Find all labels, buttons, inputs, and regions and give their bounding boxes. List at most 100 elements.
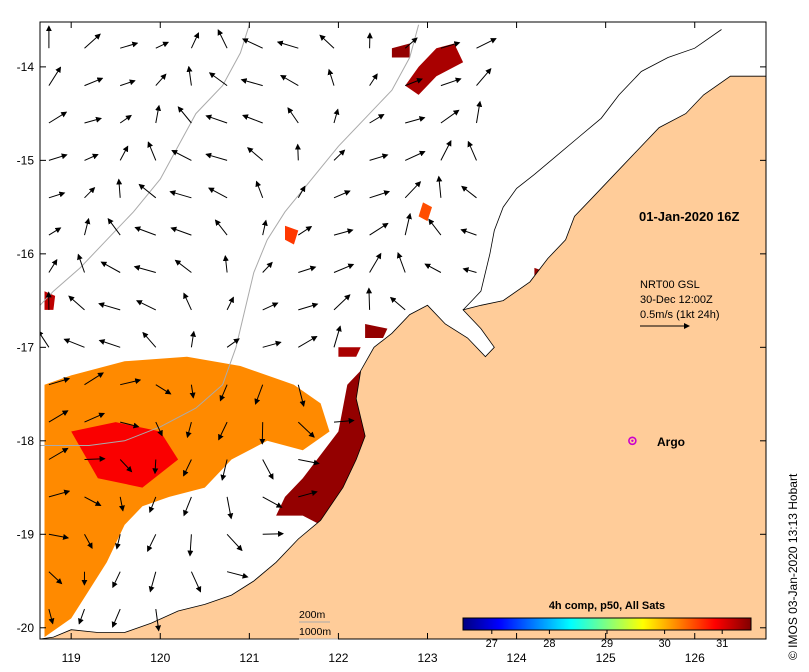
current-arrow-128 (48, 447, 69, 460)
current-arrow-52 (48, 191, 66, 199)
current-arrow-71 (261, 219, 268, 236)
current-time-label: 30-Dec 12:00Z (640, 294, 713, 306)
sst-patch-11 (338, 347, 361, 357)
isobath-1000m-line (40, 24, 250, 306)
isobath-200m-label: 200m (299, 609, 326, 621)
current-arrow-155 (190, 571, 202, 593)
current-arrow-93 (98, 302, 121, 311)
current-arrow-122 (155, 421, 163, 437)
current-arrow-51 (467, 140, 477, 161)
current-arrow-8 (319, 34, 335, 49)
current-arrow-96 (226, 296, 234, 311)
current-arrow-42 (147, 141, 157, 161)
current-arrow-70 (214, 219, 228, 236)
current-arrow-47 (333, 149, 346, 161)
copyright-label: © IMOS 03-Jan-2020 13:13 Hobart (786, 473, 800, 660)
current-arrow-149 (226, 533, 243, 552)
lat-tick-label-2: -16 (17, 247, 35, 261)
colorbar-ticks: 27 28 29 30 31 (486, 630, 728, 650)
current-arrow-117 (254, 384, 264, 405)
current-arrow-16 (155, 73, 167, 86)
current-arrow-13 (48, 66, 62, 86)
current-arrow-63 (436, 175, 443, 198)
current-arrow-5 (217, 29, 228, 49)
current-arrow-53 (84, 186, 96, 199)
current-arrow-106 (190, 330, 197, 348)
colorbar (462, 617, 752, 631)
current-arrow-92 (68, 295, 85, 311)
current-arrow-21 (327, 68, 335, 86)
lat-tick-label-4: -18 (17, 434, 35, 448)
current-arrow-67 (107, 217, 121, 236)
current-arrow-27 (84, 116, 102, 124)
current-arrow-26 (48, 111, 68, 124)
current-arrow-66 (84, 217, 91, 236)
current-arrow-108 (262, 340, 282, 348)
colorbar-tick-label-0: 27 (486, 638, 498, 650)
current-arrow-139 (148, 496, 157, 514)
current-arrow-10 (404, 37, 418, 49)
current-arrow-154 (148, 571, 157, 593)
current-arrow-132 (183, 459, 192, 477)
current-arrow-99 (333, 294, 351, 311)
current-arrow-11 (440, 41, 461, 49)
current-arrow-127 (333, 417, 355, 424)
current-arrow-98 (298, 302, 319, 311)
current-arrow-7 (276, 40, 299, 49)
current-arrow-29 (155, 104, 162, 124)
current-arrow-89 (424, 263, 442, 273)
land-mass (40, 22, 766, 639)
current-arrow-55 (138, 183, 157, 199)
current-arrow-118 (297, 384, 306, 407)
current-arrow-144 (48, 533, 70, 540)
current-arrow-146 (115, 534, 121, 550)
lon-tick-label-1: 120 (150, 651, 170, 665)
current-arrow-12 (476, 38, 497, 49)
current-arrow-40 (84, 153, 99, 161)
current-arrow-76 (428, 218, 442, 236)
lat-tick-label-5: -19 (17, 527, 35, 541)
current-arrow-105 (142, 331, 157, 348)
current-arrow-156 (226, 571, 249, 579)
current-arrow-133 (220, 459, 228, 481)
current-arrow-62 (404, 181, 422, 199)
current-arrow-88 (396, 252, 406, 273)
current-arrow-131 (152, 459, 159, 475)
coastline (462, 29, 722, 311)
argo-label: Argo (657, 435, 685, 449)
current-arrow-81 (133, 265, 156, 273)
current-arrow-147 (147, 534, 157, 552)
current-arrow-49 (404, 150, 426, 161)
sst-patch-5 (418, 202, 432, 222)
current-arrow-116 (219, 384, 228, 402)
colorbar-title: 4h comp, p50, All Sats (549, 600, 665, 612)
current-arrow-19 (240, 78, 263, 87)
current-arrow-4 (190, 32, 200, 49)
timestamp-label: 01-Jan-2020 16Z (639, 209, 740, 224)
current-arrow-135 (298, 459, 320, 466)
current-arrow-151 (48, 571, 63, 585)
current-arrow-129 (84, 455, 106, 462)
current-arrow-94 (136, 300, 157, 311)
current-arrow-95 (183, 292, 192, 311)
current-arrow-60 (333, 190, 351, 199)
current-arrow-136 (48, 489, 71, 498)
current-arrow-79 (77, 253, 85, 273)
current-vectors (40, 25, 497, 632)
colorbar-tick-label-3: 30 (658, 638, 670, 650)
current-arrow-57 (208, 187, 228, 199)
current-arrow-61 (369, 190, 391, 199)
current-arrow-83 (222, 255, 229, 273)
current-arrow-38 (476, 100, 483, 124)
current-arrow-109 (298, 335, 318, 348)
current-arrow-22 (369, 73, 378, 86)
current-arrow-90 (462, 267, 477, 274)
current-arrow-15 (120, 79, 136, 87)
current-arrow-100 (366, 287, 373, 310)
lon-tick-label-2: 121 (239, 651, 259, 665)
current-arrow-80 (100, 261, 121, 273)
current-arrow-112 (84, 372, 104, 386)
lon-tick-label-7: 126 (685, 651, 705, 665)
current-arrow-46 (294, 143, 301, 161)
